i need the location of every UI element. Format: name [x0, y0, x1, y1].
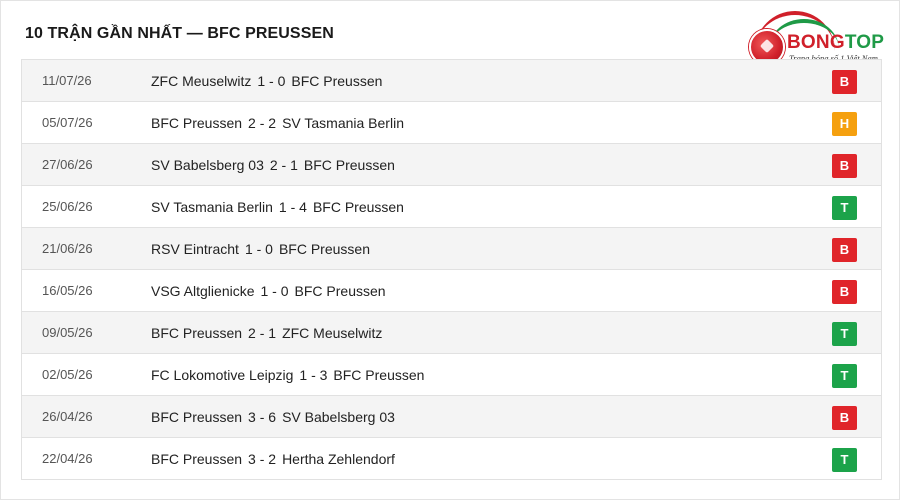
result-badge: B: [832, 238, 857, 262]
away-team: BFC Preussen: [333, 367, 425, 383]
match-score: 2 - 2: [248, 115, 277, 131]
match-row[interactable]: 02/05/26 FC Lokomotive Leipzig 1 - 3 BFC P…: [22, 354, 881, 396]
match-line: BFC Preussen 3 - 2 Hertha Zehlendorf: [151, 438, 395, 480]
match-date: 25/06/26: [42, 199, 93, 214]
match-row[interactable]: 09/05/26 BFC Preussen 2 - 1 ZFC Meuselwitz…: [22, 312, 881, 354]
away-team: BFC Preussen: [278, 241, 370, 257]
home-team: VSG Altglienicke: [151, 283, 255, 299]
match-date: 27/06/26: [42, 157, 93, 172]
match-row[interactable]: 21/06/26 RSV Eintracht 1 - 0 BFC Preussen …: [22, 228, 881, 270]
match-score: 2 - 1: [269, 157, 298, 173]
result-badge: T: [832, 196, 857, 220]
away-team: BFC Preussen: [294, 283, 386, 299]
match-score: 1 - 4: [278, 199, 307, 215]
match-score: 1 - 0: [257, 73, 286, 89]
match-row[interactable]: 16/05/26 VSG Altglienicke 1 - 0 BFC Preuss…: [22, 270, 881, 312]
home-team: BFC Preussen: [151, 325, 243, 341]
match-date: 21/06/26: [42, 241, 93, 256]
away-team: Hertha Zehlendorf: [282, 451, 395, 467]
match-date: 11/07/26: [42, 73, 92, 88]
match-line: VSG Altglienicke 1 - 0 BFC Preussen: [151, 270, 386, 312]
result-badge: B: [832, 406, 857, 430]
result-badge: B: [832, 70, 857, 94]
match-score: 1 - 0: [260, 283, 289, 299]
logo-red-swoosh: [755, 11, 835, 51]
match-row[interactable]: 26/04/26 BFC Preussen 3 - 6 SV Babelsberg …: [22, 396, 881, 438]
match-row[interactable]: 27/06/26 SV Babelsberg 03 2 - 1 BFC Preuss…: [22, 144, 881, 186]
match-score: 1 - 3: [299, 367, 328, 383]
match-line: SV Tasmania Berlin 1 - 4 BFC Preussen: [151, 186, 404, 228]
match-date: 05/07/26: [42, 115, 93, 130]
match-date: 09/05/26: [42, 325, 93, 340]
match-row[interactable]: 25/06/26 SV Tasmania Berlin 1 - 4 BFC Preu…: [22, 186, 881, 228]
match-row[interactable]: 11/07/26 ZFC Meuselwitz 1 - 0 BFC Preussen…: [22, 60, 881, 102]
result-badge: B: [832, 280, 857, 304]
result-badge: B: [832, 154, 857, 178]
result-badge: H: [832, 112, 857, 136]
match-line: BFC Preussen 2 - 1 ZFC Meuselwitz: [151, 312, 382, 354]
away-team: BFC Preussen: [303, 157, 395, 173]
match-line: FC Lokomotive Leipzig 1 - 3 BFC Preussen: [151, 354, 424, 396]
match-date: 16/05/26: [42, 283, 93, 298]
home-team: BFC Preussen: [151, 451, 243, 467]
match-line: RSV Eintracht 1 - 0 BFC Preussen: [151, 228, 370, 270]
match-date: 26/04/26: [42, 409, 93, 424]
result-badge: T: [832, 448, 857, 472]
match-score: 3 - 6: [248, 409, 277, 425]
matches-table: 11/07/26 ZFC Meuselwitz 1 - 0 BFC Preussen…: [21, 59, 882, 480]
match-score: 2 - 1: [248, 325, 277, 341]
logo-brand-part1: BONG: [787, 32, 845, 53]
match-line: ZFC Meuselwitz 1 - 0 BFC Preussen: [151, 60, 382, 102]
home-team: BFC Preussen: [151, 115, 243, 131]
panel-title: 10 TRẬN GẦN NHẤT — BFC PREUSSEN: [25, 25, 334, 42]
home-team: SV Babelsberg 03: [151, 157, 264, 173]
result-badge: T: [832, 322, 857, 346]
logo-brand-text: BONGTOP: [787, 32, 884, 54]
match-line: BFC Preussen 2 - 2 SV Tasmania Berlin: [151, 102, 404, 144]
result-badge: T: [832, 364, 857, 388]
home-team: FC Lokomotive Leipzig: [151, 367, 294, 383]
logo-brand-part2: TOP: [844, 32, 885, 53]
home-team: RSV Eintracht: [151, 241, 239, 257]
match-score: 1 - 0: [244, 241, 273, 257]
away-team: ZFC Meuselwitz: [282, 325, 383, 341]
match-row[interactable]: 05/07/26 BFC Preussen 2 - 2 SV Tasmania Be…: [22, 102, 881, 144]
match-score: 3 - 2: [248, 451, 277, 467]
match-date: 22/04/26: [42, 451, 93, 466]
away-team: BFC Preussen: [291, 73, 383, 89]
logo-green-swoosh: [769, 19, 839, 49]
home-team: BFC Preussen: [151, 409, 243, 425]
match-line: BFC Preussen 3 - 6 SV Babelsberg 03: [151, 396, 395, 438]
match-date: 02/05/26: [42, 367, 93, 382]
away-team: BFC Preussen: [312, 199, 404, 215]
match-row[interactable]: 22/04/26 BFC Preussen 3 - 2 Hertha Zehlend…: [22, 438, 881, 480]
logo-tagline: Trang bóng số 1 Việt Nam: [789, 53, 878, 63]
home-team: SV Tasmania Berlin: [151, 199, 273, 215]
match-line: SV Babelsberg 03 2 - 1 BFC Preussen: [151, 144, 395, 186]
away-team: SV Tasmania Berlin: [282, 115, 404, 131]
away-team: SV Babelsberg 03: [282, 409, 395, 425]
home-team: ZFC Meuselwitz: [151, 73, 252, 89]
